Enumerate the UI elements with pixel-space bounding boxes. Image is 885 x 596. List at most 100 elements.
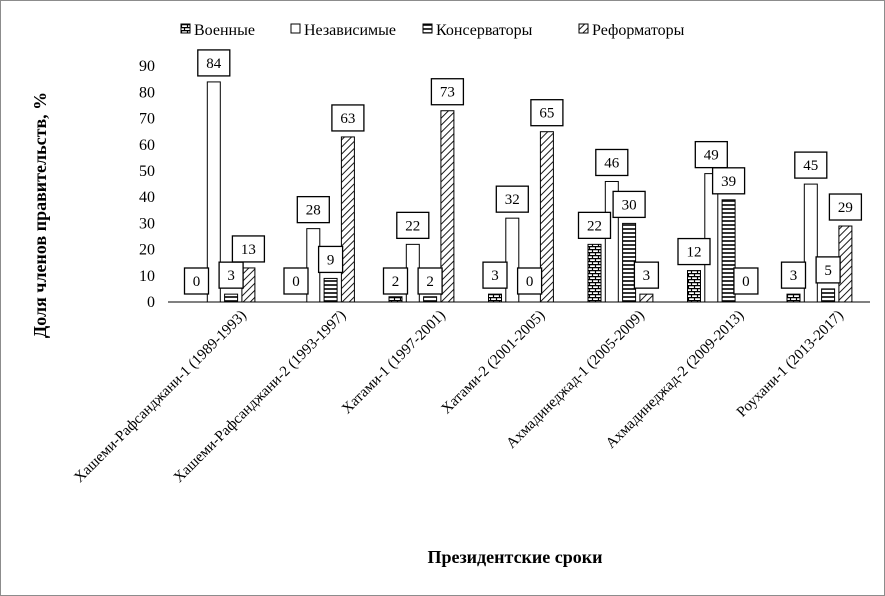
data-label-box [516, 267, 543, 295]
data-label: 39 [711, 167, 746, 195]
data-label-text: 39 [721, 174, 736, 190]
data-label-box [815, 256, 841, 284]
data-label-box [612, 190, 646, 219]
data-label-box [577, 211, 612, 240]
data-label-box [495, 185, 529, 213]
bar [440, 110, 455, 303]
data-label: 5 [815, 256, 841, 284]
data-label-box [694, 140, 728, 169]
data-label: 49 [694, 140, 728, 169]
data-label-text: 45 [803, 158, 818, 174]
data-label-box [633, 261, 660, 289]
data-label: 3 [780, 261, 807, 289]
bar [821, 288, 836, 303]
y-tick-label: 90 [139, 58, 155, 75]
y-tick-label: 0 [147, 294, 155, 311]
data-label: 46 [595, 148, 629, 177]
data-label-box [317, 245, 344, 274]
bar [423, 296, 438, 303]
data-label: 63 [331, 104, 365, 132]
data-label: 2 [382, 267, 409, 295]
bar [639, 293, 654, 303]
data-label: 3 [482, 261, 508, 289]
legend-label: Независимые [304, 22, 396, 39]
data-label: 13 [231, 235, 266, 263]
data-label-text: 0 [742, 274, 750, 290]
data-label-text: 28 [306, 203, 321, 219]
data-label-text: 9 [327, 252, 335, 268]
data-label: 84 [197, 49, 231, 77]
legend-swatch [180, 23, 191, 34]
data-label-box [382, 267, 409, 295]
y-tick-label: 30 [139, 215, 155, 232]
data-label-box [430, 78, 465, 106]
data-label: 22 [396, 211, 430, 240]
x-tick-label: Хашеми-Рафсанджани-2 (1993-1997) [171, 308, 349, 486]
data-label-text: 5 [824, 263, 832, 279]
data-label: 30 [612, 190, 646, 219]
bar [838, 225, 853, 303]
data-label-text: 13 [241, 242, 256, 258]
y-axis: 0 10 20 30 40 50 60 70 80 90 [139, 58, 155, 311]
data-label-text: 29 [838, 200, 853, 216]
data-label-box [218, 261, 244, 289]
y-tick-label: 10 [139, 268, 155, 285]
bar [206, 81, 221, 303]
data-label-box [231, 235, 266, 263]
y-tick-label: 60 [139, 137, 155, 154]
x-tick-label: Хатами-2 (2001-2005) [439, 308, 549, 418]
data-label-text: 0 [193, 274, 201, 290]
data-label-box [733, 267, 759, 295]
data-label-text: 22 [587, 218, 602, 234]
data-label: 45 [794, 151, 828, 179]
data-label: 12 [677, 237, 711, 266]
bar [721, 199, 736, 303]
data-label-text: 49 [704, 148, 719, 164]
y-tick-label: 20 [139, 242, 155, 259]
data-label-text: 3 [227, 268, 235, 284]
data-label-box [183, 267, 210, 295]
legend-swatch [422, 23, 433, 34]
data-label-box [530, 99, 564, 127]
data-label: 9 [317, 245, 344, 274]
data-label: 3 [218, 261, 244, 289]
data-label-box [482, 261, 508, 289]
data-label-box [396, 211, 430, 240]
bar [505, 217, 520, 303]
bar [323, 277, 338, 303]
legend-label: Реформаторы [592, 22, 685, 39]
y-tick-label: 70 [139, 111, 155, 128]
data-label-text: 63 [340, 111, 355, 127]
bar [306, 228, 321, 303]
data-label-text: 2 [426, 274, 434, 290]
data-label-text: 3 [790, 268, 798, 284]
x-tick-label: Хатами-1 (1997-2001) [339, 308, 449, 418]
data-label: 0 [183, 267, 210, 295]
x-axis-title: Президентские сроки [427, 547, 602, 567]
bar [539, 131, 554, 303]
bar [405, 243, 420, 303]
y-axis-title: Доля членов правительств, % [30, 92, 50, 338]
data-label-box [197, 49, 231, 77]
data-label: 65 [530, 99, 564, 127]
data-label-text: 3 [491, 268, 499, 284]
data-label-box [296, 195, 330, 224]
bar [224, 293, 239, 303]
x-axis: Хашеми-Рафсанджани-1 (1989-1993)Хашеми-Р… [71, 301, 870, 486]
x-tick-label: Хашеми-Рафсанджани-1 (1989-1993) [71, 308, 249, 486]
legend-swatch [290, 23, 301, 34]
data-label: 0 [733, 267, 759, 295]
data-label: 32 [495, 185, 529, 213]
data-label-box [794, 151, 828, 179]
legend-label: Консерваторы [436, 22, 533, 39]
data-label-box [677, 237, 711, 266]
data-label-text: 84 [206, 56, 222, 72]
data-label-box [417, 267, 443, 295]
data-label: 22 [577, 211, 612, 240]
legend-label: Военные [194, 22, 255, 39]
y-tick-label: 40 [139, 189, 155, 206]
data-label-box [283, 267, 309, 295]
bar [241, 267, 256, 303]
